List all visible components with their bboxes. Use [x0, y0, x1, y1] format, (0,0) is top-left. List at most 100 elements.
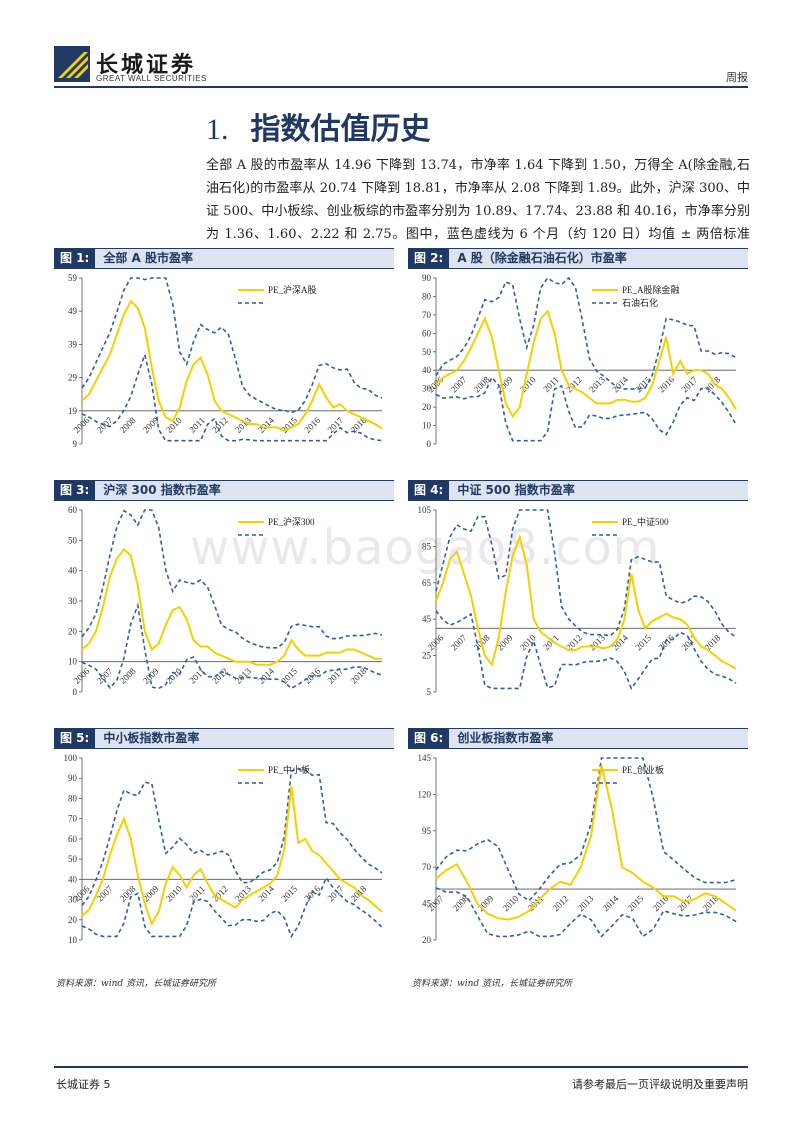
x-tick-label: 2017 [676, 893, 696, 913]
x-tick-label: 2013 [587, 374, 607, 394]
fig3-caption: 图 3: 沪深 300 指数市盈率 [54, 480, 394, 501]
x-tick-label: 2016 [656, 632, 676, 652]
x-tick-label: 2015 [279, 666, 299, 686]
logo-stripe-3 [74, 64, 88, 78]
fig2-caption: 图 2: A 股（除金融石油石化）市盈率 [408, 248, 748, 269]
fig6-caption: 图 6: 创业板指数市盈率 [408, 728, 748, 749]
upper-band-line [435, 757, 737, 902]
section-title-text: 指数估值历史 [250, 112, 431, 147]
y-tick-label: 50 [422, 347, 432, 357]
x-tick-label: 2015 [279, 883, 299, 903]
y-tick-label: 39 [68, 339, 78, 349]
x-tick-label: 2012 [210, 415, 230, 435]
x-tick-label: 2014 [601, 893, 621, 913]
y-tick-label: 0 [427, 439, 432, 449]
pe-series-line [81, 299, 383, 432]
x-tick-label: 2018 [703, 374, 723, 394]
y-tick-label: 9 [73, 439, 78, 449]
fig4-caption: 图 4: 中证 500 指数市盈率 [408, 480, 748, 501]
lower-band-line [81, 602, 383, 690]
lower-band-line [435, 376, 737, 442]
fig1-title: 全部 A 股市盈率 [103, 251, 193, 265]
x-tick-label: 2017 [679, 374, 699, 394]
fig6-label: 图 6: [408, 729, 450, 748]
x-tick-label: 2006 [72, 666, 92, 686]
y-tick-label: 20 [68, 626, 78, 636]
legend-pe-label: PE_创业板 [622, 764, 664, 775]
pe-series-line [81, 547, 383, 666]
x-tick-label: 2006 [72, 883, 92, 903]
x-tick-label: 2017 [679, 632, 699, 652]
y-tick-label: 10 [422, 421, 432, 431]
x-tick-label: 2008 [472, 374, 492, 394]
brand-name-en: GREAT WALL SECURITIES [96, 74, 207, 83]
fig4-label: 图 4: [408, 481, 450, 500]
x-tick-label: 2013 [233, 666, 253, 686]
y-tick-label: 50 [68, 854, 78, 864]
y-tick-label: 90 [422, 273, 432, 283]
logo-stripe-1 [58, 52, 88, 78]
lower-band-line [435, 887, 737, 938]
upper-band-line [435, 276, 737, 390]
x-tick-label: 2013 [233, 883, 253, 903]
x-tick-label: 2007 [449, 374, 469, 394]
y-tick-label: 80 [422, 291, 432, 301]
fig1-caption: 图 1: 全部 A 股市盈率 [54, 248, 394, 269]
x-tick-label: 2015 [626, 893, 646, 913]
x-tick-label: 2008 [118, 666, 138, 686]
y-tick-label: 30 [68, 596, 78, 606]
fig6-title: 创业板指数市盈率 [457, 731, 554, 745]
y-tick-label: 90 [68, 773, 78, 783]
y-tick-label: 40 [422, 365, 432, 375]
upper-band-line [81, 509, 383, 649]
upper-band-line [81, 277, 383, 414]
y-tick-label: 25 [422, 651, 432, 661]
x-tick-label: 2008 [118, 415, 138, 435]
y-tick-label: 0 [73, 687, 78, 697]
brand-name-cn: 长城证券 [96, 53, 197, 78]
x-tick-label: 2007 [449, 632, 469, 652]
y-tick-label: 30 [68, 895, 78, 905]
fig5-label: 图 5: [54, 729, 96, 748]
y-tick-label: 5 [427, 687, 432, 697]
x-tick-label: 2007 [95, 666, 115, 686]
y-tick-label: 40 [68, 874, 78, 884]
logo-stripe-2 [66, 56, 88, 78]
pe-series-line [435, 765, 737, 921]
x-tick-label: 2014 [256, 666, 276, 686]
x-tick-label: 2012 [210, 666, 230, 686]
x-tick-label: 2010 [164, 883, 184, 903]
y-tick-label: 49 [68, 306, 78, 316]
y-tick-label: 95 [422, 826, 432, 836]
footer-divider [54, 1066, 748, 1068]
x-tick-label: 2016 [302, 415, 322, 435]
y-tick-label: 145 [418, 753, 432, 763]
footer-disclaimer: 请参考最后一页评级说明及重要声明 [572, 1078, 748, 1091]
y-tick-label: 20 [68, 915, 78, 925]
fig3-label: 图 3: [54, 481, 96, 500]
fig4-title: 中证 500 指数市盈率 [457, 483, 575, 497]
lower-band-line [81, 876, 383, 939]
legend-pe-label: PE_A股除金融 [622, 284, 680, 295]
y-tick-label: 10 [68, 935, 78, 945]
section-title: 1. 指数估值历史 [206, 104, 431, 148]
header-divider [54, 86, 748, 88]
pe-series-line [435, 309, 737, 419]
fig1-label: 图 1: [54, 249, 96, 268]
y-tick-label: 70 [422, 862, 432, 872]
x-tick-label: 2011 [187, 666, 207, 686]
y-tick-label: 20 [422, 402, 432, 412]
legend-pe-label: PE_中小板 [268, 764, 310, 775]
fig5-title: 中小板指数市盈率 [103, 731, 200, 745]
great-wall-logo [54, 46, 90, 82]
x-tick-label: 2015 [633, 632, 653, 652]
x-tick-label: 2015 [633, 374, 653, 394]
x-tick-label: 2016 [656, 374, 676, 394]
x-tick-label: 2018 [701, 893, 721, 913]
